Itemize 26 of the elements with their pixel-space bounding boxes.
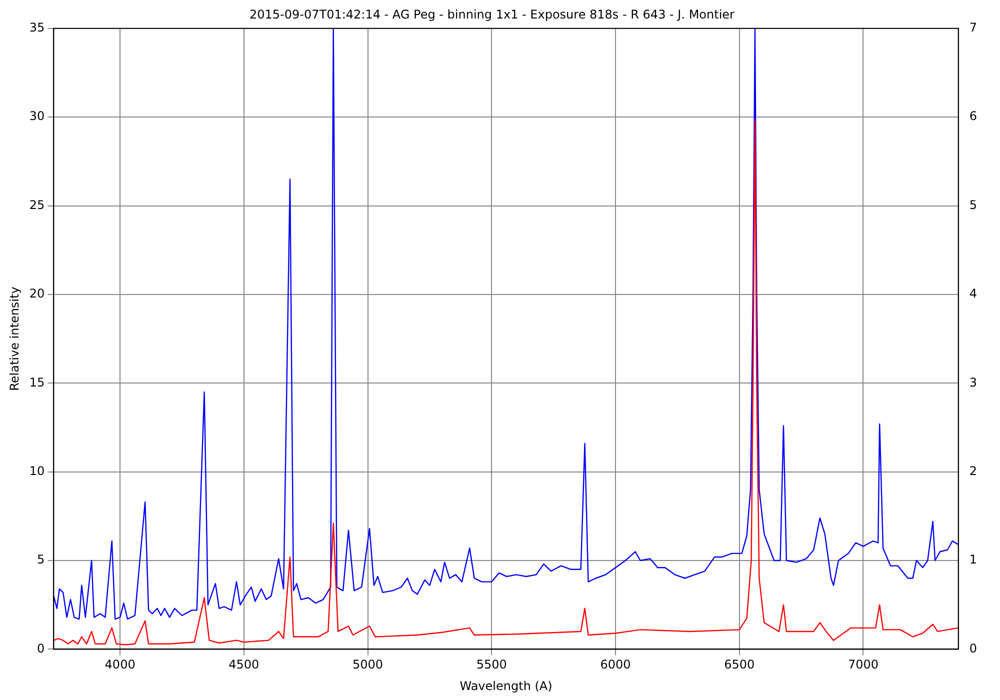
y-tick-label: 15 — [29, 375, 45, 390]
x-tick-label: 7000 — [848, 658, 879, 672]
y-tick-label: 35 — [29, 20, 45, 35]
y-tick-label: 5 — [37, 552, 45, 567]
y-axis-title: Relative intensity — [7, 286, 22, 391]
y2-tick-label: 2 — [969, 464, 978, 478]
y2-tick-label: 6 — [969, 109, 978, 124]
x-tick-label: 6500 — [724, 658, 755, 672]
y-tick-label: 25 — [29, 198, 45, 212]
y2-tick-label: 5 — [969, 198, 978, 212]
y-tick-label: 0 — [37, 641, 45, 656]
x-tick-label: 4500 — [228, 658, 260, 672]
y-tick-label: 30 — [29, 109, 45, 124]
chart-title: 2015-09-07T01:42:14 - AG Peg - binning 1x1 - Exposure 818s - R 643 - J. Montier — [250, 7, 735, 22]
y2-tick-label: 7 — [969, 20, 978, 35]
y2-tick-label: 1 — [969, 552, 978, 567]
x-tick-label: 5000 — [352, 658, 384, 672]
y-tick-label: 20 — [29, 286, 45, 301]
y-tick-label: 10 — [29, 464, 45, 478]
x-tick-label: 6000 — [600, 658, 631, 672]
y2-tick-label: 4 — [969, 286, 978, 301]
x-axis-title: Wavelength (A) — [460, 678, 552, 693]
y2-tick-label: 0 — [969, 641, 978, 656]
y2-tick-label: 3 — [969, 375, 978, 390]
x-tick-label: 4000 — [104, 658, 136, 672]
x-tick-label: 5500 — [476, 658, 507, 672]
